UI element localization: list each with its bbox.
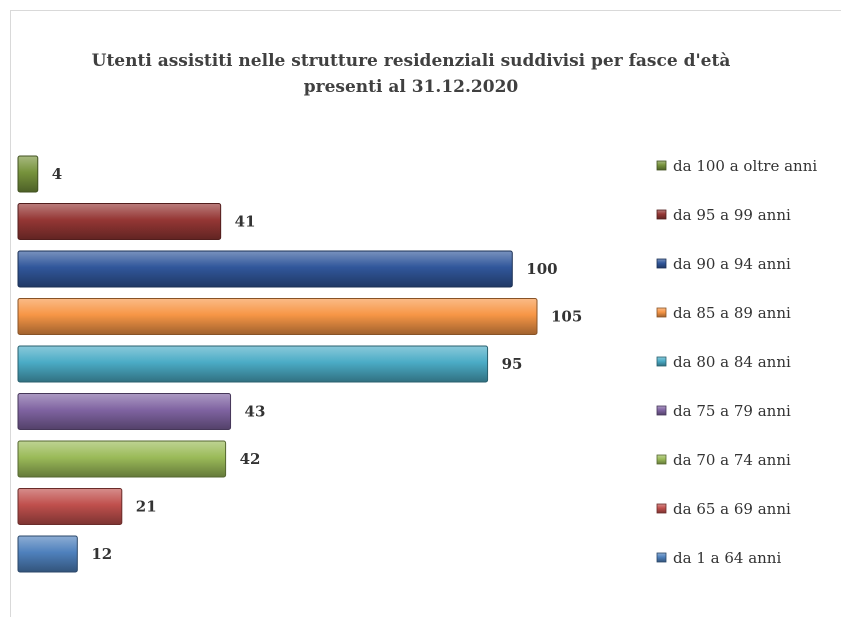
legend-swatch (656, 454, 667, 465)
bar-da-75-a-79-anni (17, 393, 232, 430)
legend-swatch (656, 258, 667, 269)
legend-swatch (656, 209, 667, 220)
value-label: 4 (52, 165, 62, 183)
bar-da-90-a-94-anni (17, 250, 513, 288)
value-label: 12 (91, 545, 112, 563)
legend-swatch (656, 160, 667, 171)
legend-swatch (656, 356, 667, 367)
legend-swatch (656, 307, 667, 318)
chart-subtitle: presenti al 31.12.2020 (304, 77, 519, 97)
value-label: 95 (502, 355, 523, 373)
bar-da-70-a-74-anni (17, 440, 227, 478)
legend-label: da 100 a oltre anni (673, 157, 817, 175)
legend-label: da 65 a 69 anni (673, 500, 791, 518)
value-label: 100 (526, 260, 557, 278)
value-label: 105 (551, 308, 582, 326)
legend-label: da 90 a 94 anni (673, 255, 791, 273)
legend-label: da 70 a 74 anni (673, 451, 791, 469)
bar-da-100-a-oltre-anni (17, 155, 39, 193)
legend-label: da 80 a 84 anni (673, 353, 791, 371)
value-label: 41 (235, 213, 256, 231)
legend-label: da 1 a 64 anni (673, 549, 781, 567)
value-label: 42 (240, 450, 261, 468)
value-label: 21 (136, 498, 157, 516)
chart-title: Utenti assistiti nelle strutture residen… (92, 51, 731, 71)
legend-swatch (656, 503, 667, 514)
legend-label: da 85 a 89 anni (673, 304, 791, 322)
legend-swatch (656, 405, 667, 416)
bar-da-95-a-99-anni (17, 203, 222, 240)
legend-label: da 95 a 99 anni (673, 206, 791, 224)
bars-group (17, 155, 538, 573)
legend: da 100 a oltre anni da 95 a 99 anni da 90 … (656, 157, 817, 567)
legend-label: da 75 a 79 anni (673, 402, 791, 420)
bar-da-85-a-89-anni (17, 298, 538, 335)
bar-da-80-a-84-anni (17, 345, 489, 383)
value-label: 43 (245, 403, 266, 421)
legend-swatch (656, 552, 667, 563)
value-labels-group: 4 41 100 105 95 43 42 21 12 (52, 165, 583, 563)
bar-da-65-a-69-anni (17, 488, 123, 525)
bar-da-1-a-64-anni (17, 535, 78, 573)
chart-frame (10, 10, 841, 617)
